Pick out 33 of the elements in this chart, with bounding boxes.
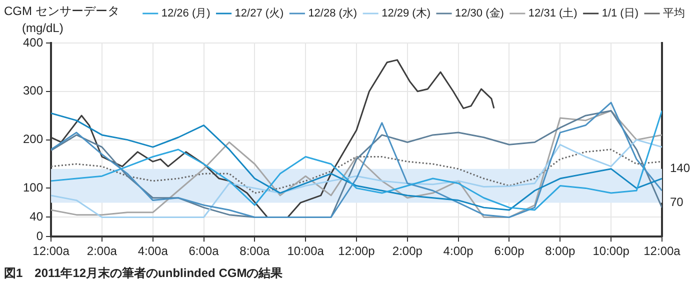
line-series <box>51 148 662 194</box>
x-tick-label: 2:00a <box>86 244 118 258</box>
caption: 図1 2011年12月末の筆者のunblinded CGMの結果 <box>4 265 283 282</box>
legend-label: 12/30 (金) <box>455 8 504 20</box>
y-tick-label: 100 <box>22 180 44 195</box>
x-tick-label: 6:00a <box>188 244 220 258</box>
legend-label: 12/26 (月) <box>161 8 210 20</box>
x-tick-label: 8:00a <box>240 244 270 258</box>
x-tick-label: 10:00a <box>287 244 324 258</box>
x-tick-label: 8:00p <box>545 244 576 258</box>
x-tick-label: 10:00p <box>592 244 630 258</box>
y-tick-label: 0 <box>36 228 44 243</box>
legend-label: 12/31 (土) <box>528 6 578 20</box>
chart-title: CGM センサーデータ <box>4 3 120 20</box>
x-tick-label: 12:00a <box>32 244 70 258</box>
y-tick-label: 200 <box>22 132 44 146</box>
x-tick-label: 12:00p <box>338 244 376 258</box>
x-tick-label: 6:00p <box>494 244 525 258</box>
legend-label: 12/27 (火) <box>234 6 284 20</box>
x-tick-label: 12:00a <box>644 244 681 258</box>
y-tick-label: 40 <box>30 210 44 224</box>
y2-tick-label: 70 <box>670 195 684 210</box>
legend-label: 12/29 (木) <box>382 6 431 20</box>
y2-tick-label: 140 <box>670 161 690 176</box>
legend-label: 1/1 (日) <box>602 8 639 20</box>
y-tick-label: 400 <box>22 35 44 50</box>
x-tick-label: 4:00p <box>443 244 474 258</box>
legend-label: 12/28 (水) <box>308 6 358 20</box>
y-tick-label: 300 <box>22 84 44 98</box>
x-tick-label: 2:00p <box>392 244 423 258</box>
legend-label: 平均 <box>663 8 685 20</box>
x-tick-label: 4:00a <box>138 244 168 258</box>
y-axis-title: (mg/dL) <box>22 21 64 35</box>
